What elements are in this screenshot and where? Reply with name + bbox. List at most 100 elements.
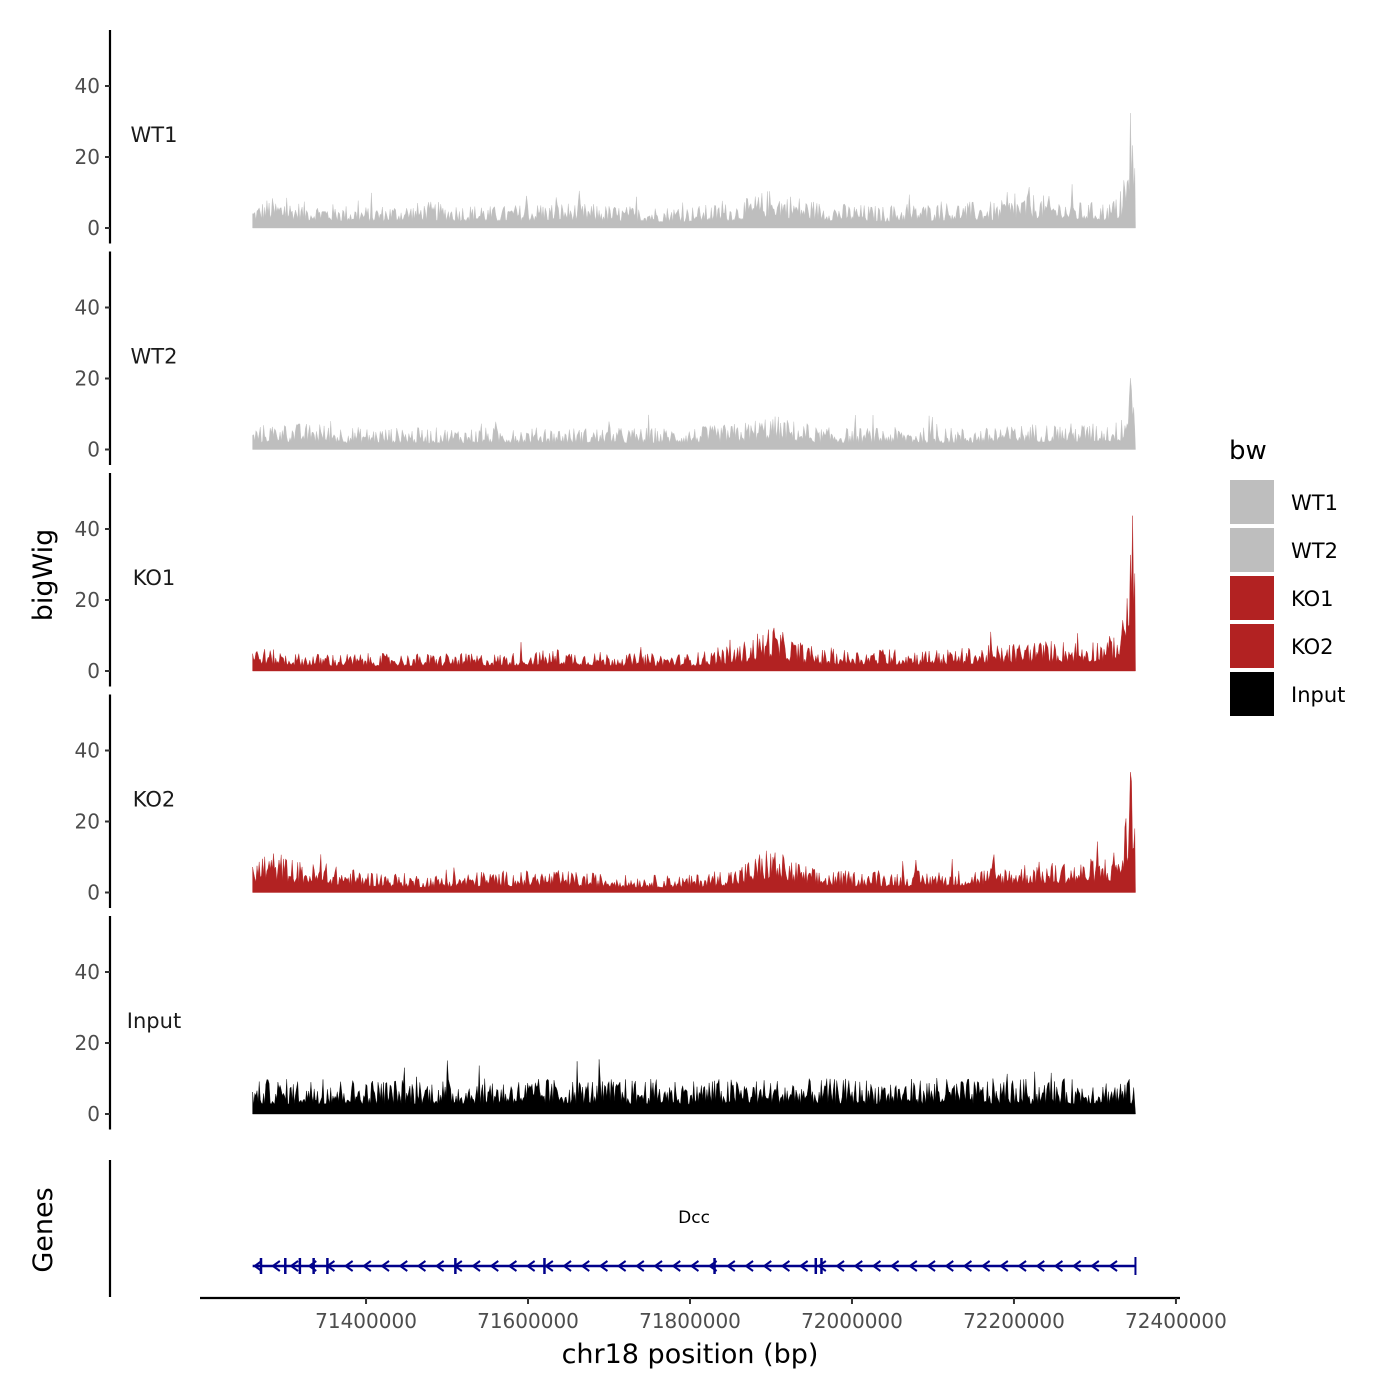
legend-label-ko2: KO2 (1291, 635, 1334, 659)
strand-arrow (289, 1260, 299, 1272)
track-label: WT2 (131, 345, 178, 369)
y-tick-label: 20 (75, 367, 100, 391)
strand-arrow (325, 1260, 336, 1272)
strand-arrow (744, 1260, 754, 1272)
x-tick-label: 72200000 (963, 1309, 1065, 1333)
gene-exon (259, 1258, 263, 1274)
strand-arrow (635, 1260, 645, 1272)
y-tick-label: 0 (87, 881, 100, 905)
strand-arrow (762, 1260, 772, 1272)
signal-area-input (252, 1059, 1136, 1115)
strand-arrow (1053, 1260, 1064, 1272)
strand-arrow (616, 1260, 627, 1272)
strand-arrow (962, 1260, 973, 1272)
x-axis: 71400000 71600000 71800000 72000000 72200000… (200, 1296, 1227, 1333)
x-axis-title: chr18 position (bp) (562, 1339, 819, 1370)
legend-key-ko2 (1230, 624, 1274, 668)
gene-exon (312, 1258, 315, 1274)
legend-label-input: Input (1291, 683, 1345, 707)
strand-arrow (653, 1260, 663, 1272)
y-tick-label: 40 (75, 296, 100, 320)
signal-area-ko1 (252, 515, 1136, 672)
y-axis-title: bigWig (28, 529, 59, 622)
y-tick-label: 0 (87, 216, 100, 240)
strand-arrow (252, 1260, 263, 1272)
strand-arrow (562, 1260, 572, 1272)
strand-arrow (726, 1260, 736, 1272)
strand-arrow (980, 1260, 991, 1272)
legend-key-wt1 (1230, 480, 1274, 524)
strand-arrow (835, 1260, 845, 1272)
strand-arrow (307, 1260, 317, 1272)
strand-arrow (1017, 1260, 1027, 1272)
y-tick-label: 20 (75, 145, 100, 169)
strand-arrow (1035, 1260, 1045, 1272)
track-ko1: 0 20 40 KO1 (75, 473, 1136, 687)
y-tick-label: 40 (75, 739, 100, 763)
track-wt1: 0 20 40 WT1 (75, 30, 1136, 244)
strand-arrow (1090, 1260, 1100, 1272)
genes-panel: Dcc (108, 1160, 1137, 1297)
track-input: 0 20 40 Input (75, 916, 1136, 1130)
signal-area-ko2 (252, 772, 1136, 893)
signal-area-wt1 (252, 113, 1136, 229)
y-tick-label: 40 (75, 74, 100, 98)
strand-arrow (271, 1260, 281, 1272)
strand-arrow (580, 1260, 590, 1272)
signal-area-wt2 (252, 378, 1136, 450)
strand-arrow (544, 1260, 554, 1272)
strand-arrow (889, 1260, 900, 1272)
x-tick-label: 71600000 (477, 1309, 579, 1333)
track-label: KO2 (133, 788, 176, 812)
track-panels: 0 20 40 WT1 0 20 40 WT2 0 20 40 KO1 0 20 40 KO2 0 20 40 Inp… (75, 30, 1136, 1130)
track-wt2: 0 20 40 WT2 (75, 251, 1136, 465)
y-tick-label: 0 (87, 659, 100, 683)
y-tick-label: 0 (87, 1102, 100, 1126)
y-tick-label: 40 (75, 960, 100, 984)
strand-arrow (471, 1260, 481, 1272)
x-tick-label: 71800000 (639, 1309, 741, 1333)
strand-arrow (525, 1260, 536, 1272)
y-tick-label: 20 (75, 810, 100, 834)
strand-arrow (999, 1260, 1009, 1272)
strand-arrow (689, 1260, 700, 1272)
strand-arrow (380, 1260, 390, 1272)
strand-arrow (1108, 1260, 1118, 1272)
track-label: Input (127, 1009, 181, 1033)
strand-arrow (798, 1260, 809, 1272)
strand-arrow (780, 1260, 791, 1272)
strand-arrow (343, 1260, 354, 1272)
strand-arrow (489, 1260, 499, 1272)
strand-arrow (434, 1260, 445, 1272)
legend-key-wt2 (1230, 528, 1274, 572)
x-tick-label: 71400000 (315, 1309, 417, 1333)
strand-arrow (853, 1260, 863, 1272)
strand-arrow (707, 1260, 718, 1272)
legend-label-wt2: WT2 (1291, 539, 1338, 563)
strand-arrow (944, 1260, 954, 1272)
legend-key-input (1230, 672, 1274, 716)
track-label: KO1 (133, 566, 176, 590)
strand-arrow (671, 1260, 681, 1272)
gene-exon (814, 1258, 818, 1274)
strand-arrow (507, 1260, 518, 1272)
strand-arrow (598, 1260, 609, 1272)
y-tick-label: 0 (87, 438, 100, 462)
strand-arrow (398, 1260, 408, 1272)
strand-arrow (871, 1260, 882, 1272)
genes-axis-title: Genes (28, 1187, 59, 1272)
gene-exon (820, 1258, 823, 1274)
gene-label: Dcc (678, 1208, 710, 1228)
strand-arrow (362, 1260, 372, 1272)
legend: bw WT1 WT2 KO1 KO2 Input (1229, 436, 1345, 716)
legend-label-ko1: KO1 (1291, 587, 1334, 611)
legend-title: bw (1229, 436, 1267, 466)
strand-arrow (416, 1260, 427, 1272)
legend-key-ko1 (1230, 576, 1274, 620)
strand-arrow (453, 1260, 463, 1272)
legend-label-wt1: WT1 (1291, 491, 1338, 515)
y-tick-label: 20 (75, 1031, 100, 1055)
y-tick-label: 40 (75, 517, 100, 541)
strand-arrow (817, 1260, 827, 1272)
